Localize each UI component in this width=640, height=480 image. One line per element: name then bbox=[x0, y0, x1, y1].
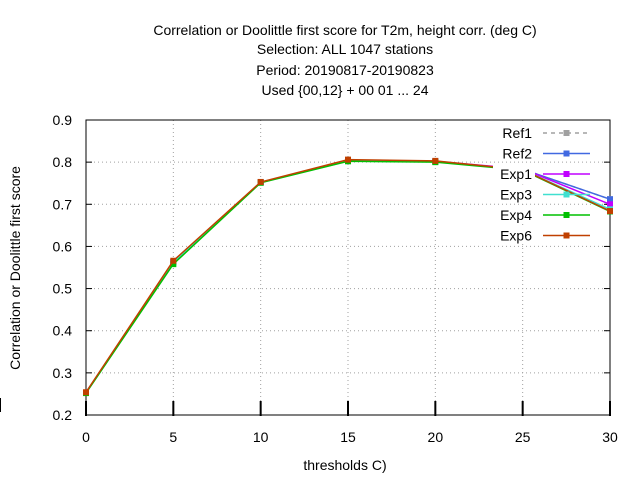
x-tick-label: 10 bbox=[253, 429, 269, 445]
legend-marker-exp1 bbox=[563, 171, 570, 177]
data-point-exp4 bbox=[170, 261, 177, 268]
legend-item-ref1: Ref1 bbox=[493, 123, 590, 141]
x-axis-label: thresholds C) bbox=[303, 457, 386, 473]
data-point-ref2 bbox=[607, 196, 613, 203]
legend-label-exp4: Exp4 bbox=[500, 207, 532, 223]
data-point-exp1 bbox=[607, 201, 613, 208]
legend-label-bg bbox=[493, 205, 535, 223]
legend-item-exp6: Exp6 bbox=[493, 225, 590, 244]
y-tick-label: 0.7 bbox=[53, 196, 73, 212]
legend-label-bg bbox=[493, 225, 535, 244]
y-tick-label: 0.6 bbox=[53, 238, 73, 254]
data-point-exp6 bbox=[345, 156, 351, 163]
data-point-exp6 bbox=[607, 208, 613, 215]
legend-item-exp4: Exp4 bbox=[493, 205, 590, 223]
x-tick-label: 20 bbox=[428, 429, 444, 445]
legend-label-bg bbox=[493, 143, 535, 162]
title-line-4: Used {00,12} + 00 01 ... 24 bbox=[262, 82, 429, 98]
legend-label-ref2: Ref2 bbox=[502, 146, 532, 162]
grid bbox=[86, 120, 610, 415]
y-tick-label: 0.9 bbox=[53, 112, 73, 128]
legend-label-exp3: Exp3 bbox=[500, 187, 532, 203]
chart-title: Correlation or Doolittle first score for… bbox=[153, 22, 536, 98]
x-tick-label: 15 bbox=[340, 429, 356, 445]
y-tick-label: 0.8 bbox=[53, 154, 73, 170]
legend-marker-exp3 bbox=[563, 191, 570, 198]
legend-marker-ref1 bbox=[563, 130, 570, 136]
y-tick-label: 0.3 bbox=[53, 365, 73, 381]
legend-label-ref1: Ref1 bbox=[502, 125, 532, 141]
data-point-exp6 bbox=[83, 389, 89, 396]
legend-marker-exp4 bbox=[563, 212, 570, 218]
x-tick-label: 30 bbox=[602, 429, 618, 445]
data-point-exp6 bbox=[170, 257, 177, 264]
data-point-exp6 bbox=[432, 157, 439, 164]
legend-label-bg bbox=[493, 123, 535, 141]
legend-item-ref2: Ref2 bbox=[493, 143, 590, 162]
legend-marker-ref2 bbox=[563, 150, 570, 157]
legend-marker-exp6 bbox=[563, 232, 570, 239]
data-point-exp6 bbox=[257, 178, 264, 185]
y-tick-label: 0.4 bbox=[53, 323, 73, 339]
title-line-1: Correlation or Doolittle first score for… bbox=[153, 22, 536, 38]
legend-label-bg bbox=[493, 184, 535, 203]
y-axis-label: Correlation or Doolittle first score bbox=[7, 166, 23, 370]
legend-label-exp6: Exp6 bbox=[500, 228, 532, 244]
y-tick-label: 0.2 bbox=[53, 407, 73, 423]
y-tick-label: 0.5 bbox=[53, 281, 73, 297]
legend: Ref1 Ref2 Exp1 Exp3 Exp4 Exp6 bbox=[493, 123, 590, 244]
x-tick-label: 25 bbox=[515, 429, 531, 445]
legend-label-exp1: Exp1 bbox=[500, 166, 532, 182]
title-line-3: Period: 20190817-20190823 bbox=[256, 62, 434, 78]
title-line-2: Selection: ALL 1047 stations bbox=[257, 41, 433, 57]
legend-label-bg bbox=[493, 164, 535, 182]
legend-item-exp1: Exp1 bbox=[493, 164, 590, 182]
x-tick-label: 0 bbox=[82, 429, 90, 445]
legend-item-exp3: Exp3 bbox=[493, 184, 590, 203]
axis-ticks: 0 5 10 15 20 25 30 0.2 0.3 0.4 0.5 0.6 0.7 0.8 0.9 bbox=[53, 112, 618, 445]
x-tick-label: 5 bbox=[169, 429, 177, 445]
